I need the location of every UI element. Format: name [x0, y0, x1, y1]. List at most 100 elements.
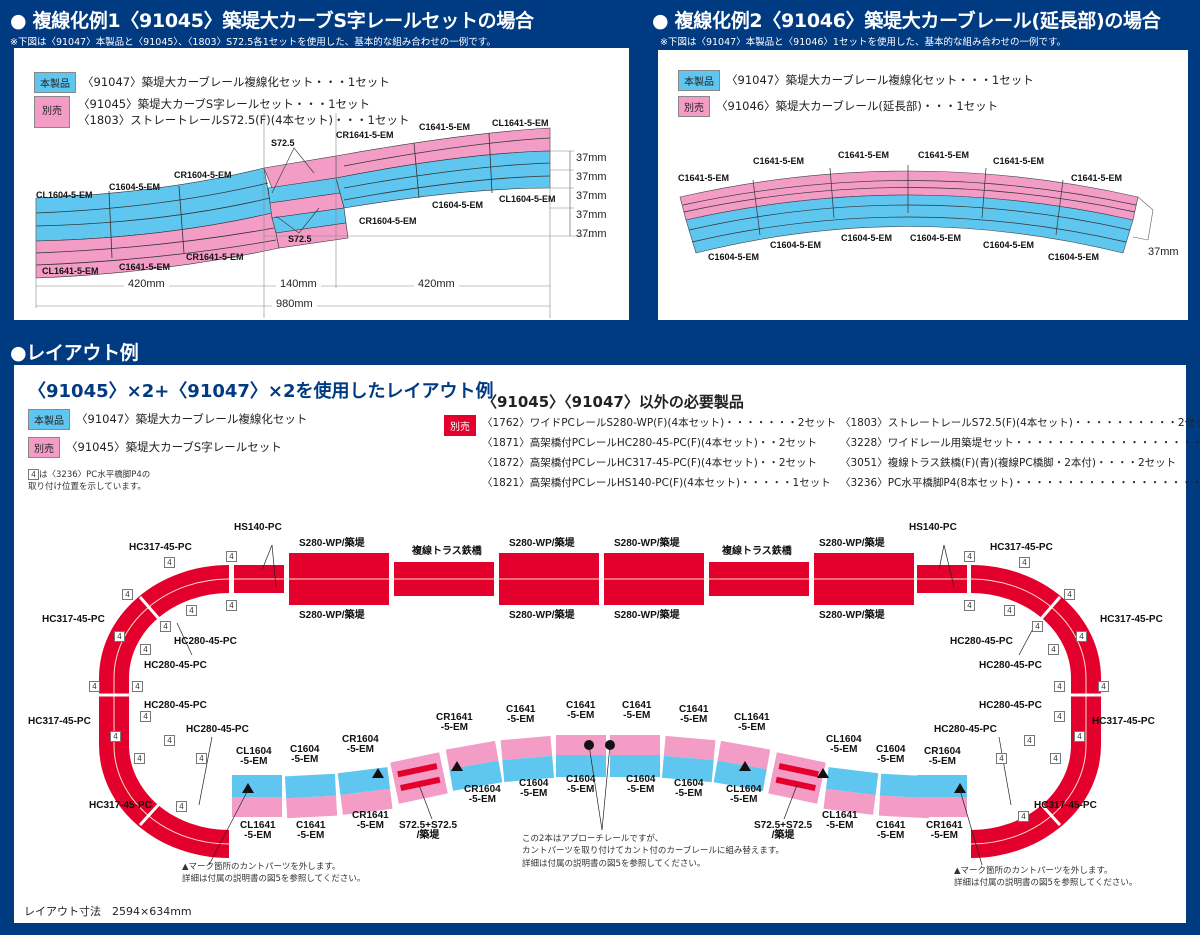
- p4-marker-icon: 4: [196, 753, 207, 764]
- required-item-1871: 〈1871〉高架橋付PCレールHC280-45-PC(F)(4本セット)・・2セ…: [482, 437, 818, 449]
- label-hs140-right: HS140-PC: [909, 522, 957, 533]
- label-cl1641: CL1641 -5-EM: [240, 820, 276, 841]
- required-separate-tag: 別売: [444, 415, 476, 436]
- label-cl1604: CL1604 -5-EM: [826, 734, 862, 755]
- approach-note: この2本はアプローチレールですが、 カントパーツを取り付けてカント付のカーブレール…: [522, 834, 784, 869]
- spacing-5: 37mm: [576, 228, 607, 240]
- p4-marker-icon: 4: [164, 735, 175, 746]
- required-item-3236: 〈3236〉PC水平橋脚P4(8本セット)・・・・・・・・・・・・・・・・・・・…: [840, 477, 1200, 489]
- label-c1641: C1641 -5-EM: [296, 820, 326, 841]
- section2-note: ※下図は〈91047〉本製品と〈91046〉1セットを使用した、基本的な組み合わ…: [660, 37, 1066, 48]
- label-c1641: C1641 -5-EM: [679, 704, 709, 725]
- separate-tag: 別売: [34, 96, 70, 128]
- section1-panel: 本製品 〈91047〉築堤大カーブレール複線化セット・・・1セット 別売 〈910…: [14, 48, 629, 320]
- p4-marker-icon: 4: [226, 600, 237, 611]
- p4-marker-icon: 4: [1004, 605, 1015, 616]
- p4-marker-icon: 4: [1018, 811, 1029, 822]
- spacing: 37mm: [1148, 246, 1179, 258]
- label-hc317: HC317-45-PC: [990, 542, 1053, 553]
- label-cl1604: CL1604 -5-EM: [726, 784, 762, 805]
- label-inner-4: C1604-5-EM: [910, 233, 962, 243]
- p4-marker-icon: 4: [134, 753, 145, 764]
- section3-title: ●レイアウト例: [10, 342, 139, 364]
- p4-marker-icon: 4: [1024, 735, 1035, 746]
- label-s280: S280-WP/築堤: [299, 610, 365, 621]
- label-c1604: C1604 -5-EM: [626, 774, 656, 795]
- label-hc317: HC317-45-PC: [89, 800, 152, 811]
- cant-mark-icon: [242, 783, 254, 793]
- label-hc317: HC317-45-PC: [1034, 800, 1097, 811]
- label-s280: S280-WP/築堤: [614, 538, 680, 549]
- label-truss: 複線トラス鉄橋: [412, 546, 482, 557]
- label-cl1641-bottom: CL1641-5-EM: [42, 266, 99, 276]
- label-cl1641: CL1641 -5-EM: [734, 712, 770, 733]
- section2-separate-line: 別売 〈91046〉築堤大カーブレール(延長部)・・・1セット: [678, 96, 998, 117]
- s-curve-diagram: [35, 113, 594, 318]
- label-s725: S72.5+S72.5 /築堤: [399, 820, 458, 841]
- label-s280: S280-WP/築堤: [299, 538, 365, 549]
- label-c1604: C1604 -5-EM: [876, 744, 906, 765]
- p4-marker-icon: 4: [1064, 589, 1075, 600]
- layout-product-line: 本製品 〈91047〉築堤大カーブレール複線化セット: [28, 409, 307, 430]
- label-cl1604-top: CL1604-5-EM: [36, 190, 93, 200]
- label-c1604-bottom: C1604-5-EM: [432, 200, 484, 210]
- label-inner-1: C1604-5-EM: [708, 252, 760, 262]
- label-c1604: C1604 -5-EM: [290, 744, 320, 765]
- label-cr1641: CR1641 -5-EM: [926, 820, 963, 841]
- section1-product-line: 本製品 〈91047〉築堤大カーブレール複線化セット・・・1セット: [34, 72, 390, 93]
- required-item-3228: 〈3228〉ワイドレール用築堤セット・・・・・・・・・・・・・・・・・・・・・・…: [840, 437, 1200, 449]
- section2-title: ● 複線化例2〈91046〉築堤大カーブレール(延長部)の場合: [652, 10, 1161, 32]
- required-item-1762: 〈1762〉ワイドPCレールS280-WP(F)(4本セット)・・・・・・・2セ…: [482, 417, 836, 429]
- label-cr1604: CR1604 -5-EM: [924, 746, 961, 767]
- p4-marker-icon: 4: [140, 711, 151, 722]
- section1-title: ● 複線化例1〈91045〉築堤大カーブS字レールセットの場合: [10, 10, 534, 32]
- label-hc280: HC280-45-PC: [144, 700, 207, 711]
- p4-marker-icon: 4: [964, 600, 975, 611]
- label-outer-4: C1641-5-EM: [918, 150, 970, 160]
- separate-tag: 別売: [28, 437, 60, 458]
- cant-mark-icon: [739, 761, 751, 771]
- section2-product-line: 本製品 〈91047〉築堤大カーブレール複線化セット・・・1セット: [678, 70, 1034, 91]
- label-truss: 複線トラス鉄橋: [722, 546, 792, 557]
- label-s280: S280-WP/築堤: [509, 610, 575, 621]
- label-cr1604: CR1604 -5-EM: [342, 734, 379, 755]
- dim-right: 420mm: [414, 278, 459, 290]
- label-c1641: C1641 -5-EM: [566, 700, 596, 721]
- section2-panel: 本製品 〈91047〉築堤大カーブレール複線化セット・・・1セット 別売 〈9104…: [658, 50, 1188, 320]
- cant-mark-icon: [372, 768, 384, 778]
- layout-heading: 〈91045〉×2+〈91047〉×2を使用したレイアウト例: [28, 381, 494, 402]
- section1-item-91045: 〈91045〉築堤大カーブS字レールセット・・・1セット: [78, 97, 371, 111]
- label-inner-3: C1604-5-EM: [841, 233, 893, 243]
- section1-note: ※下図は〈91047〉本製品と〈91045〉、〈1803〉S72.5各1セットを…: [10, 37, 496, 48]
- label-cl1641: CL1641 -5-EM: [822, 810, 858, 831]
- label-outer-2: C1641-5-EM: [753, 156, 805, 166]
- p4-marker-icon: 4: [28, 469, 39, 480]
- label-hc280: HC280-45-PC: [144, 660, 207, 671]
- required-item-3051: 〈3051〉複線トラス鉄橋(F)(青)(複線PC橋脚・2本付)・・・・2セット: [840, 457, 1177, 469]
- p4-marker-icon: 4: [1050, 753, 1061, 764]
- label-outer-6: C1641-5-EM: [1071, 173, 1123, 183]
- p4-marker-icon: 4: [122, 589, 133, 600]
- layout-separate-line: 別売 〈91045〉築堤大カーブS字レールセット: [28, 437, 282, 458]
- layout-diagram: [99, 544, 1101, 866]
- label-hc280: HC280-45-PC: [934, 724, 997, 735]
- label-cr1641-bottom: CR1641-5-EM: [186, 252, 244, 262]
- required-title: 〈91045〉〈91047〉以外の必要製品: [482, 393, 744, 411]
- label-cr1604: CR1604 -5-EM: [464, 784, 501, 805]
- label-s725-top: S72.5: [271, 138, 295, 148]
- p4-marker-icon: 4: [1054, 681, 1065, 692]
- spacing-2: 37mm: [576, 171, 607, 183]
- label-c1641: C1641 -5-EM: [876, 820, 906, 841]
- cant-mark-icon: [451, 761, 463, 771]
- spacing-3: 37mm: [576, 190, 607, 202]
- label-outer-5: C1641-5-EM: [993, 156, 1045, 166]
- label-cr1641: CR1641 -5-EM: [352, 810, 389, 831]
- label-c1604: C1604 -5-EM: [519, 778, 549, 799]
- dim-mid: 140mm: [276, 278, 321, 290]
- label-s280: S280-WP/築堤: [819, 610, 885, 621]
- p4-marker-icon: 4: [89, 681, 100, 692]
- label-inner-2: C1604-5-EM: [770, 240, 822, 250]
- label-hc317: HC317-45-PC: [42, 614, 105, 625]
- label-hc280: HC280-45-PC: [174, 636, 237, 647]
- label-hc317: HC317-45-PC: [1100, 614, 1163, 625]
